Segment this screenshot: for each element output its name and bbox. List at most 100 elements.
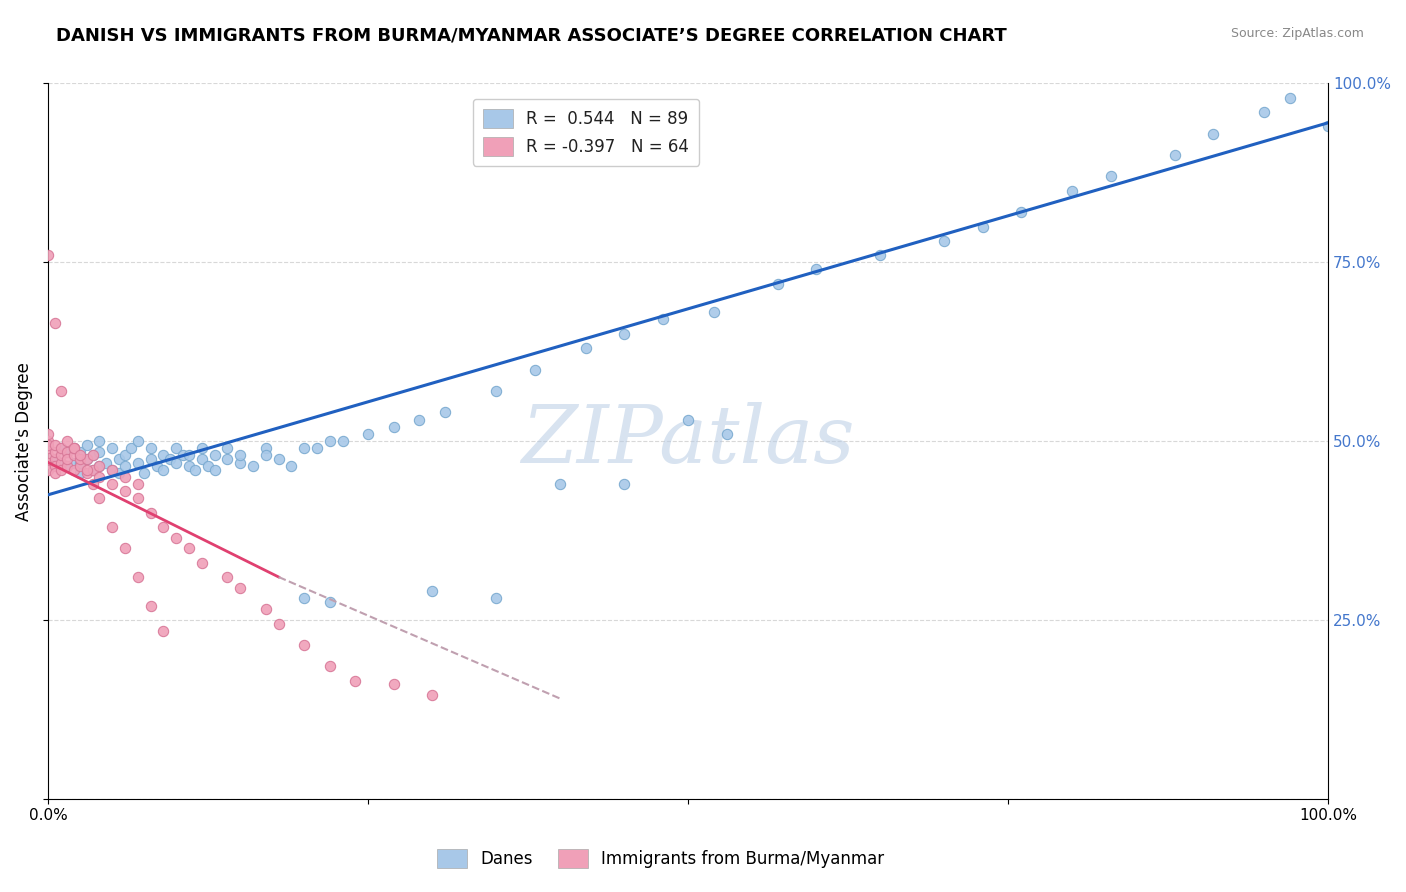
Text: ZIPatlas: ZIPatlas: [522, 402, 855, 480]
Point: [934, 234, 956, 248]
Point: [69, 445, 91, 459]
Point: [69, 449, 91, 463]
Point: [89, 470, 111, 484]
Point: [37, 463, 59, 477]
Point: [127, 456, 149, 470]
Point: [107, 467, 129, 481]
Point: [1202, 127, 1225, 141]
Point: [63, 442, 86, 456]
Point: [177, 541, 200, 556]
Point: [82, 477, 104, 491]
Point: [82, 449, 104, 463]
Point: [101, 442, 124, 456]
Point: [305, 442, 328, 456]
Point: [44, 452, 66, 467]
Point: [382, 677, 405, 691]
Point: [63, 449, 86, 463]
Point: [613, 477, 636, 491]
Point: [44, 316, 66, 330]
Point: [49, 442, 72, 456]
Point: [408, 412, 430, 426]
Point: [139, 506, 162, 520]
Point: [44, 467, 66, 481]
Point: [1099, 169, 1122, 184]
Point: [37, 434, 59, 449]
Point: [292, 638, 315, 652]
Point: [37, 248, 59, 262]
Point: [292, 591, 315, 606]
Point: [127, 434, 149, 449]
Point: [37, 438, 59, 452]
Point: [49, 456, 72, 470]
Point: [152, 520, 174, 534]
Point: [204, 463, 226, 477]
Point: [292, 442, 315, 456]
Point: [242, 459, 264, 474]
Point: [332, 434, 354, 449]
Point: [357, 426, 380, 441]
Point: [56, 445, 79, 459]
Text: Source: ZipAtlas.com: Source: ZipAtlas.com: [1230, 27, 1364, 40]
Point: [146, 459, 169, 474]
Point: [76, 438, 98, 452]
Point: [191, 452, 214, 467]
Point: [197, 459, 219, 474]
Point: [49, 456, 72, 470]
Point: [44, 459, 66, 474]
Point: [63, 456, 86, 470]
Point: [44, 445, 66, 459]
Point: [152, 463, 174, 477]
Point: [56, 459, 79, 474]
Point: [114, 541, 136, 556]
Point: [114, 449, 136, 463]
Point: [139, 442, 162, 456]
Point: [165, 442, 187, 456]
Point: [101, 463, 124, 477]
Legend: Danes, Immigrants from Burma/Myanmar: Danes, Immigrants from Burma/Myanmar: [430, 842, 891, 875]
Point: [89, 459, 111, 474]
Point: [217, 570, 239, 584]
Point: [69, 459, 91, 474]
Point: [1317, 120, 1340, 134]
Point: [319, 659, 342, 673]
Point: [806, 262, 828, 277]
Point: [127, 570, 149, 584]
Point: [177, 459, 200, 474]
Point: [177, 449, 200, 463]
Point: [165, 456, 187, 470]
Point: [254, 602, 277, 616]
Point: [56, 434, 79, 449]
Legend: R =  0.544   N = 89, R = -0.397   N = 64: R = 0.544 N = 89, R = -0.397 N = 64: [472, 99, 699, 166]
Point: [49, 449, 72, 463]
Point: [229, 449, 252, 463]
Point: [44, 438, 66, 452]
Point: [165, 531, 187, 545]
Point: [56, 452, 79, 467]
Point: [44, 452, 66, 467]
Point: [651, 312, 673, 326]
Point: [63, 463, 86, 477]
Point: [89, 434, 111, 449]
Point: [127, 477, 149, 491]
Point: [420, 688, 443, 702]
Point: [344, 673, 367, 688]
Point: [267, 452, 290, 467]
Point: [434, 405, 457, 419]
Point: [101, 520, 124, 534]
Point: [254, 442, 277, 456]
Point: [575, 341, 598, 355]
Point: [1163, 148, 1185, 162]
Point: [159, 452, 181, 467]
Point: [869, 248, 891, 262]
Point: [69, 467, 91, 481]
Point: [139, 452, 162, 467]
Point: [101, 463, 124, 477]
Point: [254, 449, 277, 463]
Point: [107, 452, 129, 467]
Point: [217, 442, 239, 456]
Point: [319, 595, 342, 609]
Point: [82, 449, 104, 463]
Point: [420, 584, 443, 599]
Point: [56, 445, 79, 459]
Point: [152, 624, 174, 638]
